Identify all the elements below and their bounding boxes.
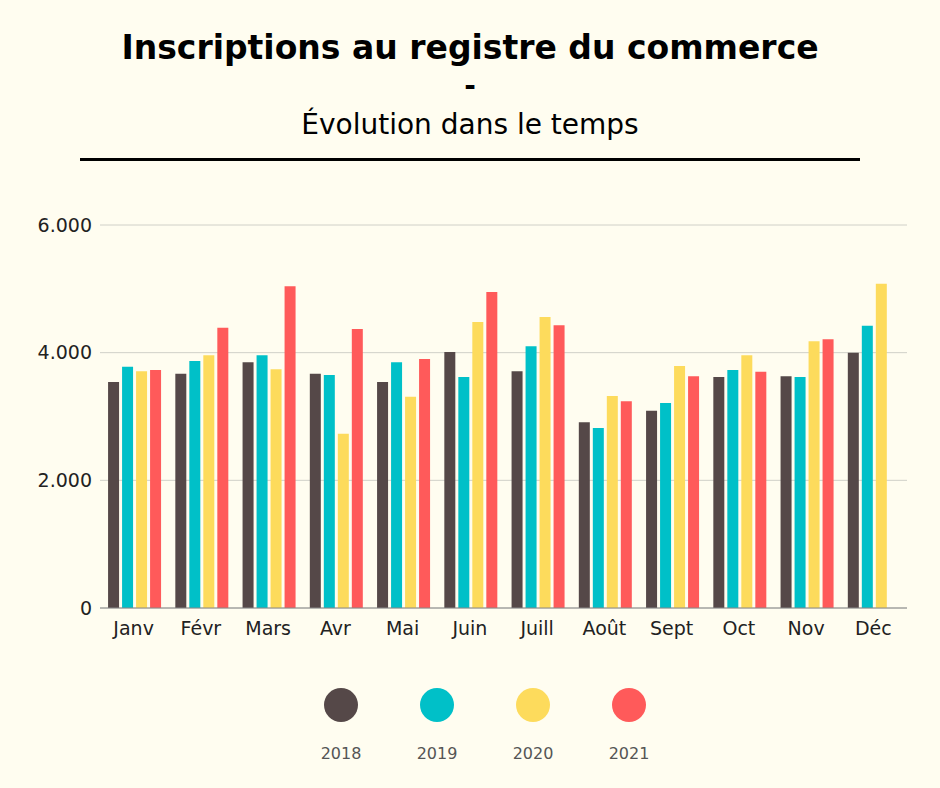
svg-text:Mars: Mars (245, 617, 291, 639)
html-text:2021: 2021 (608, 744, 650, 763)
html-text:Évolution dans le temps: Évolution dans le temps (301, 108, 639, 141)
svg-text:Sept: Sept (650, 617, 693, 639)
svg-text:Juin: Juin (451, 617, 487, 639)
svg-text:Nov: Nov (788, 617, 825, 639)
html-text:2019: 2019 (416, 744, 458, 763)
svg-text:6.000: 6.000 (38, 214, 92, 236)
svg-text:Févr: Févr (181, 617, 222, 639)
svg-text:4.000: 4.000 (38, 341, 92, 363)
svg-text:Mai: Mai (386, 617, 419, 639)
svg-text:Janv: Janv (112, 617, 154, 639)
svg-text:0: 0 (80, 597, 92, 619)
html-text:2020: 2020 (512, 744, 554, 763)
svg-text:Juill: Juill (519, 617, 553, 639)
svg-text:Avr: Avr (320, 617, 351, 639)
svg-text:Août: Août (582, 617, 626, 639)
svg-text:Déc: Déc (855, 617, 892, 639)
svg-text:Oct: Oct (722, 617, 755, 639)
html-text:Inscriptions au registre du co: Inscriptions au registre du commerce (121, 28, 819, 67)
svg-text:2.000: 2.000 (38, 469, 92, 491)
html-text:2018: 2018 (320, 744, 362, 763)
